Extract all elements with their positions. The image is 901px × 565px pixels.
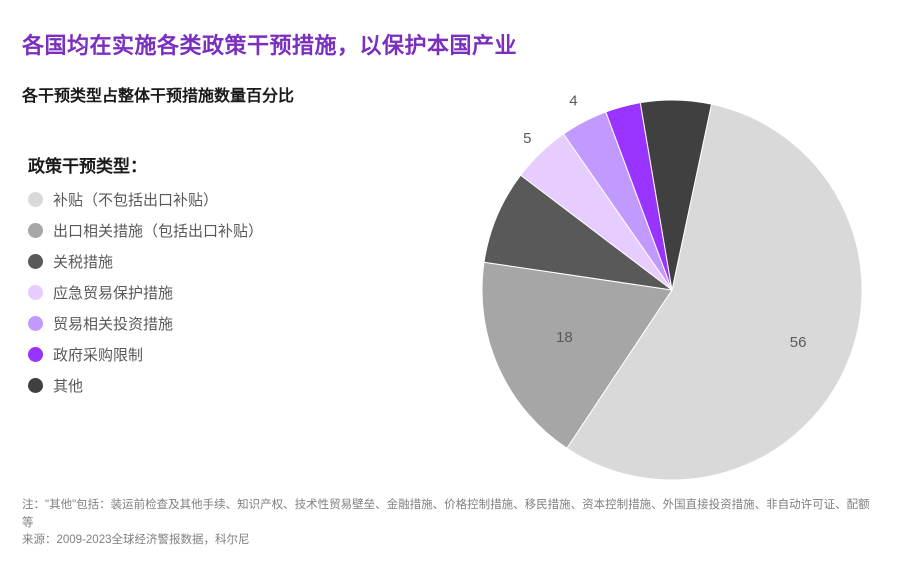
legend-item: 其他 [28, 375, 328, 396]
pie-slice-value: 5 [523, 130, 531, 147]
pie-slice-value: 4 [569, 92, 577, 109]
legend-label: 政府采购限制 [53, 344, 143, 365]
legend-label: 其他 [53, 375, 83, 396]
footnote-note: 注："其他"包括：装运前检查及其他手续、知识产权、技术性贸易壁垒、金融措施、价格… [22, 497, 879, 532]
legend-swatch [28, 347, 43, 362]
legend-label: 出口相关措施（包括出口补贴） [53, 220, 263, 241]
legend-label: 应急贸易保护措施 [53, 282, 173, 303]
pie-chart: 561885436 [362, 90, 882, 490]
page: 各国均在实施各类政策干预措施，以保护本国产业 各干预类型占整体干预措施数量百分比… [0, 0, 901, 565]
legend: 政策干预类型： 补贴（不包括出口补贴） 出口相关措施（包括出口补贴） 关税措施应急贸… [28, 152, 328, 406]
pie-slice-value: 56 [790, 334, 807, 351]
legend-swatch [28, 254, 43, 269]
legend-swatch [28, 285, 43, 300]
footnote-source: 来源：2009-2023全球经济警报数据，科尔尼 [22, 532, 879, 549]
legend-label: 贸易相关投资措施 [53, 313, 173, 334]
legend-swatch [28, 223, 43, 238]
legend-item: 出口相关措施（包括出口补贴） [28, 220, 328, 241]
legend-swatch [28, 316, 43, 331]
legend-title: 政策干预类型： [28, 152, 328, 177]
legend-item: 贸易相关投资措施 [28, 313, 328, 334]
chart-title: 各国均在实施各类政策干预措施，以保护本国产业 [22, 28, 879, 60]
legend-item: 政府采购限制 [28, 344, 328, 365]
footnotes: 注："其他"包括：装运前检查及其他手续、知识产权、技术性贸易壁垒、金融措施、价格… [22, 497, 879, 549]
legend-swatch [28, 378, 43, 393]
content-area: 政策干预类型： 补贴（不包括出口补贴） 出口相关措施（包括出口补贴） 关税措施应急贸… [22, 116, 879, 496]
legend-swatch [28, 192, 43, 207]
legend-item: 关税措施 [28, 251, 328, 272]
legend-item: 补贴（不包括出口补贴） [28, 189, 328, 210]
pie-slice-value: 18 [556, 329, 573, 346]
legend-label: 关税措施 [53, 251, 113, 272]
legend-label: 补贴（不包括出口补贴） [53, 189, 218, 210]
pie-slice-value: 8 [545, 229, 553, 246]
legend-item: 应急贸易保护措施 [28, 282, 328, 303]
